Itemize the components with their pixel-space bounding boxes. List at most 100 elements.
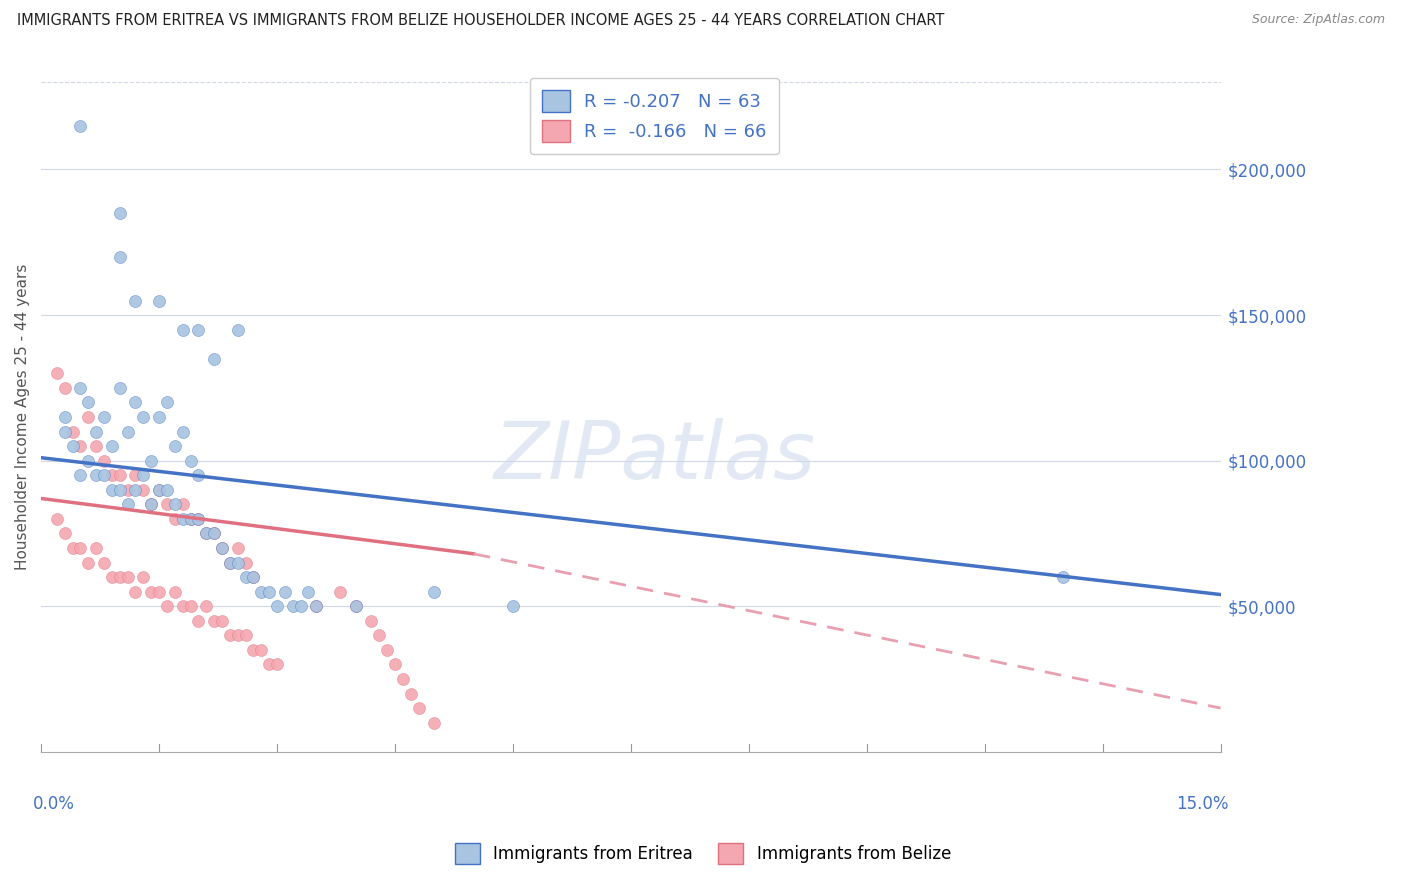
Point [124,395,146,409]
Point [226,628,249,642]
Point [187,512,209,526]
Point [84,541,107,555]
Point [108,381,131,395]
Legend: R = -0.207   N = 63, R =  -0.166   N = 66: R = -0.207 N = 63, R = -0.166 N = 66 [530,78,779,154]
Point [202,526,225,541]
Point [53,425,76,439]
Point [117,497,139,511]
Point [45,366,67,380]
Point [84,425,107,439]
Point [211,614,233,628]
Point [242,570,264,584]
Point [124,483,146,497]
Point [141,453,163,467]
Point [179,453,201,467]
Point [179,512,201,526]
Point [172,497,194,511]
Point [226,556,249,570]
Point [172,599,194,614]
Text: 15.0%: 15.0% [1175,796,1229,814]
Point [329,584,352,599]
Point [108,570,131,584]
Point [502,599,524,614]
Point [250,584,273,599]
Point [141,497,163,511]
Point [266,657,288,672]
Point [297,584,319,599]
Point [124,584,146,599]
Point [187,512,209,526]
Point [375,643,398,657]
Point [172,323,194,337]
Point [84,439,107,453]
Point [148,409,170,424]
Point [117,425,139,439]
Point [195,526,218,541]
Point [226,323,249,337]
Point [274,584,297,599]
Point [108,206,131,220]
Point [163,512,186,526]
Point [211,541,233,555]
Y-axis label: Householder Income Ages 25 - 44 years: Householder Income Ages 25 - 44 years [15,264,30,570]
Point [218,556,240,570]
Point [117,483,139,497]
Point [148,584,170,599]
Point [163,497,186,511]
Point [77,453,100,467]
Point [235,556,257,570]
Point [163,584,186,599]
Point [226,541,249,555]
Point [53,409,76,424]
Point [290,599,312,614]
Point [202,614,225,628]
Point [187,468,209,483]
Point [93,468,115,483]
Point [101,483,124,497]
Point [250,643,273,657]
Point [1052,570,1074,584]
Point [423,715,446,730]
Legend: Immigrants from Eritrea, Immigrants from Belize: Immigrants from Eritrea, Immigrants from… [449,837,957,871]
Point [257,657,280,672]
Point [53,381,76,395]
Point [62,541,84,555]
Point [384,657,406,672]
Point [93,409,115,424]
Point [69,119,91,133]
Point [408,701,430,715]
Point [305,599,328,614]
Point [117,570,139,584]
Point [132,570,155,584]
Point [124,468,146,483]
Point [235,628,257,642]
Point [242,570,264,584]
Point [124,293,146,308]
Point [101,439,124,453]
Point [172,425,194,439]
Point [195,526,218,541]
Point [156,395,179,409]
Point [69,541,91,555]
Point [202,351,225,366]
Point [202,526,225,541]
Point [163,439,186,453]
Point [62,439,84,453]
Point [235,570,257,584]
Point [132,468,155,483]
Point [62,425,84,439]
Point [108,468,131,483]
Point [53,526,76,541]
Point [391,672,413,686]
Point [84,468,107,483]
Point [281,599,304,614]
Point [187,323,209,337]
Point [101,570,124,584]
Point [45,512,67,526]
Point [156,497,179,511]
Point [69,381,91,395]
Point [257,584,280,599]
Point [368,628,391,642]
Point [344,599,367,614]
Point [108,250,131,264]
